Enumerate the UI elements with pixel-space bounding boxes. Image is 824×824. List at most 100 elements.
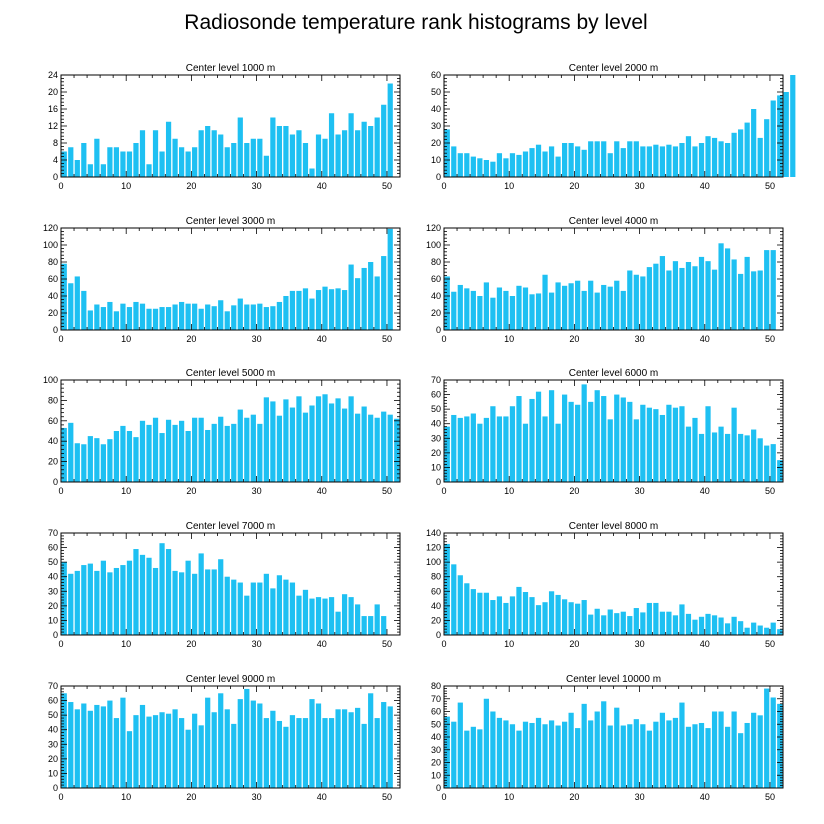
- histogram-bar: [120, 151, 126, 177]
- histogram-bar: [555, 282, 561, 330]
- histogram-bar: [296, 396, 302, 482]
- histogram-bar: [444, 716, 450, 788]
- histogram-bar: [296, 718, 302, 788]
- panel-title: Center level 9000 m: [186, 674, 276, 685]
- histogram-bar: [192, 303, 198, 330]
- histogram-bar: [640, 612, 646, 635]
- y-tick-label: 40: [431, 104, 441, 114]
- histogram-bar: [68, 422, 74, 482]
- histogram-bar: [126, 307, 133, 330]
- histogram-bar: [152, 308, 159, 330]
- histogram-bar: [113, 431, 120, 482]
- histogram-bar: [685, 136, 692, 177]
- histogram-bar: [548, 591, 555, 635]
- histogram-bar: [764, 250, 770, 330]
- histogram-bar: [296, 595, 302, 635]
- histogram-bar: [477, 296, 483, 330]
- histogram-bar: [757, 625, 763, 635]
- histogram-bar: [355, 413, 361, 482]
- histogram-panel: Center level 3000 m 0 10 20 30 40 50 0 20 40 60 80 1…: [43, 216, 401, 344]
- y-tick-label: 40: [431, 601, 441, 611]
- histogram-bar: [348, 712, 354, 788]
- histogram-bar: [568, 401, 574, 482]
- histogram-bar: [165, 713, 172, 788]
- histogram-bar: [568, 602, 574, 635]
- histogram-bar: [496, 416, 503, 482]
- histogram-bar: [620, 611, 626, 635]
- histogram-bar: [283, 296, 289, 330]
- histogram-bar: [535, 605, 542, 635]
- x-tick-label: 40: [317, 639, 327, 649]
- histogram-bar: [335, 398, 341, 482]
- histogram-bar: [640, 724, 646, 788]
- histogram-bar: [68, 283, 74, 330]
- histogram-bar: [270, 401, 276, 482]
- histogram-bar: [562, 143, 568, 177]
- y-tick-label: 10: [48, 615, 58, 625]
- histogram-bar: [718, 617, 724, 635]
- histogram-bar: [361, 121, 367, 177]
- histogram-bar: [633, 141, 639, 177]
- histogram-bar: [361, 267, 367, 330]
- histogram-bar: [594, 390, 600, 482]
- histogram-bar: [633, 608, 639, 635]
- histogram-bar: [477, 423, 483, 482]
- histogram-bar: [444, 543, 450, 635]
- histogram-bar: [607, 609, 613, 635]
- x-tick-label: 0: [441, 639, 446, 649]
- histogram-bar: [751, 429, 757, 482]
- histogram-bar: [61, 693, 67, 788]
- y-tick-label: 60: [431, 586, 441, 596]
- histogram-bar: [457, 702, 463, 788]
- histogram-bar: [666, 611, 672, 635]
- histogram-bar: [120, 425, 126, 482]
- histogram-bar: [470, 156, 476, 177]
- histogram-bar: [374, 276, 380, 330]
- histogram-bar: [335, 709, 341, 788]
- y-tick-label: 20: [431, 758, 441, 768]
- histogram-bar: [68, 573, 74, 635]
- histogram-bar: [698, 616, 705, 635]
- y-tick-label: 40: [48, 291, 58, 301]
- histogram-bar: [263, 155, 269, 177]
- y-tick-label: 30: [431, 433, 441, 443]
- histogram-bar: [341, 408, 348, 482]
- histogram-bar: [374, 117, 380, 177]
- histogram-bar: [503, 416, 509, 482]
- histogram-panel: Center level 6000 m 0 10 20 30 40 50 0 10 20 30 40 5…: [431, 368, 784, 496]
- histogram-bar: [309, 598, 315, 635]
- x-tick-label: 50: [382, 334, 392, 344]
- y-tick-label: 0: [53, 630, 58, 640]
- y-tick-label: 20: [431, 138, 441, 148]
- x-tick-label: 40: [317, 792, 327, 802]
- histogram-bar: [588, 720, 594, 788]
- histogram-bar: [165, 549, 172, 635]
- histogram-bar: [483, 592, 489, 635]
- histogram-bar: [666, 720, 672, 788]
- histogram-bar: [581, 290, 587, 330]
- panel-title: Center level 1000 m: [186, 63, 276, 74]
- x-tick-label: 30: [635, 792, 645, 802]
- histogram-bar: [87, 563, 93, 635]
- histogram-bar: [133, 437, 139, 482]
- histogram-bar: [341, 709, 348, 788]
- histogram-bar: [542, 274, 548, 330]
- histogram-bar: [172, 424, 178, 482]
- y-tick-label: 40: [48, 572, 58, 582]
- x-tick-label: 0: [441, 334, 446, 344]
- histogram-bar: [107, 147, 113, 177]
- histogram-bar: [283, 399, 289, 482]
- histogram-bar: [335, 611, 341, 635]
- histogram-bar: [81, 290, 87, 330]
- histogram-bar: [179, 420, 185, 482]
- histogram-bar: [705, 261, 711, 330]
- histogram-bar: [315, 290, 322, 330]
- histogram-bar: [322, 286, 328, 330]
- histogram-bar: [100, 164, 106, 177]
- histogram-bar: [483, 282, 489, 330]
- histogram-bar: [348, 597, 354, 635]
- histogram-bar: [744, 627, 750, 635]
- histogram-bar: [751, 109, 757, 177]
- histogram-bar: [627, 616, 633, 635]
- y-tick-label: 0: [53, 477, 58, 487]
